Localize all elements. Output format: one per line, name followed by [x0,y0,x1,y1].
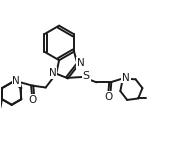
Text: O: O [104,92,113,102]
Text: N: N [77,58,85,68]
Text: S: S [82,71,90,81]
Text: N: N [122,73,130,83]
Text: N: N [12,76,20,86]
Text: N: N [49,68,57,78]
Text: O: O [28,95,36,105]
